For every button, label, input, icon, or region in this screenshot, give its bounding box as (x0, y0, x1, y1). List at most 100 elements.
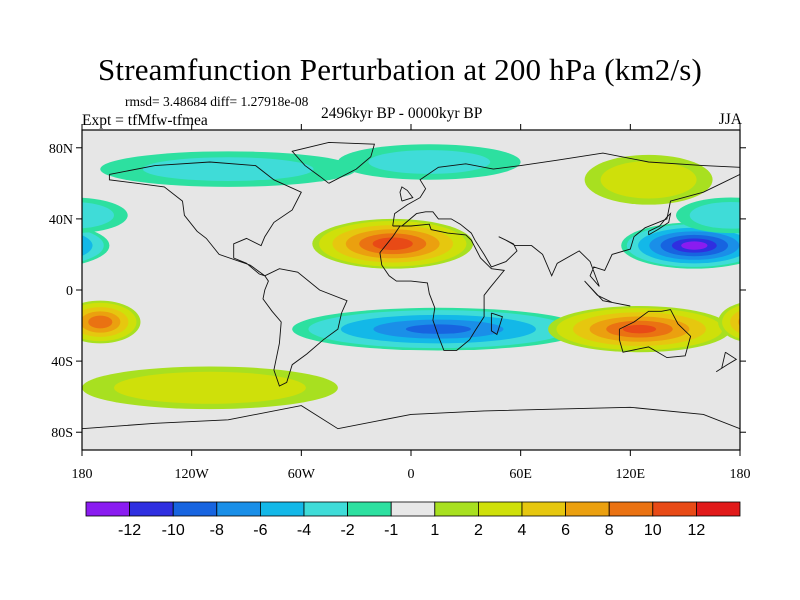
contour-band (82, 235, 93, 256)
contour-band (142, 157, 314, 181)
x-tick-label: 60W (288, 467, 316, 482)
coastline-eurasia (392, 152, 740, 287)
contour-band (3, 235, 70, 256)
contour-band (622, 324, 657, 334)
contour-field (0, 144, 800, 410)
coastline-africa (379, 223, 506, 351)
contour-band (0, 308, 65, 350)
time-period-label: 2496kyr BP - 0000kyr BP (321, 105, 483, 122)
contour-band (82, 202, 114, 229)
colorbar-swatch (172, 501, 218, 517)
x-tick-label: 60E (509, 467, 532, 482)
contour-band (82, 229, 104, 262)
contour-band (0, 231, 81, 259)
contour-band (0, 321, 15, 338)
colorbar-swatch (434, 501, 479, 517)
colorbar-label: 1 (430, 522, 439, 539)
x-tick-label: 120E (616, 467, 646, 482)
x-tick-label: 180 (730, 467, 751, 482)
colorbar-label: 12 (688, 522, 706, 539)
colorbar-swatch (216, 501, 261, 517)
coastline-indonesia (584, 280, 631, 307)
colorbar-label: -1 (384, 522, 398, 539)
colorbar-swatch (652, 501, 697, 517)
colorbar-swatch (259, 501, 305, 517)
colorbar-swatch (129, 501, 174, 517)
colorbar-label: -10 (162, 522, 185, 539)
coastline-greenland (291, 141, 375, 184)
colorbar-swatch (390, 501, 436, 517)
feature-arctic-europe-negative (337, 144, 521, 180)
contour-band (740, 366, 800, 409)
y-tick-label: 80S (51, 426, 73, 441)
colorbar: -12 -10 -8 -6 -4 -2 -1 1 2 4 6 8 10 12 (85, 501, 741, 539)
y-tick-label: 40N (49, 213, 73, 228)
experiment-label: Expt = tfMfw-tfmea (82, 112, 208, 129)
coastline-north-america (108, 161, 302, 277)
colorbar-swatch (477, 501, 523, 517)
contour-band (689, 202, 740, 229)
contour-band (681, 241, 708, 250)
feature-north-atlantic-africa-high (312, 218, 474, 269)
feature-south-pacific-high (82, 300, 770, 344)
rmsd-diff-stats: rmsd= 3.48684 diff= 1.27918e-08 (125, 94, 309, 109)
feature-australia-high (0, 306, 731, 353)
colorbar-label: -2 (340, 522, 354, 539)
colorbar-label: 10 (644, 522, 662, 539)
contour-band (23, 241, 49, 249)
feature-southern-ocean-positive (82, 366, 800, 410)
contour-band (0, 317, 31, 342)
colorbar-swatch (85, 501, 130, 517)
colorbar-label: 2 (474, 522, 483, 539)
x-tick-label: 120W (175, 467, 210, 482)
colorbar-swatch (303, 501, 348, 517)
colorbar-label: 4 (518, 522, 527, 539)
contour-band (0, 161, 39, 198)
colorbar-label: 8 (605, 522, 614, 539)
coastline-madagascar (490, 312, 503, 336)
feature-north-pacific-negative (82, 197, 740, 234)
coastline-antarctica-edge (82, 405, 740, 430)
coastline-new-zealand (715, 351, 738, 373)
contour-band (0, 312, 48, 346)
coastline-japan (648, 212, 672, 236)
contour-band (88, 315, 113, 329)
coastline-south-america (262, 268, 348, 387)
contour-band (113, 371, 306, 404)
coastline-australia (618, 309, 692, 359)
x-tick-label: 0 (408, 467, 415, 482)
colorbar-label: -6 (253, 522, 267, 539)
coastlines (82, 141, 740, 430)
contour-band (14, 238, 59, 252)
contour-band (368, 150, 491, 174)
contour-band (730, 310, 740, 334)
season-label: JJA (718, 111, 742, 128)
contour-band (772, 372, 800, 404)
contour-band (405, 324, 471, 334)
colorbar-label: -12 (118, 522, 141, 539)
y-tick-label: 80N (49, 142, 73, 157)
colorbar-swatch (347, 501, 392, 517)
feature-southern-hemisphere-low (292, 307, 585, 351)
y-tick-label: 0 (66, 284, 73, 299)
colorbar-swatch (608, 501, 654, 517)
colorbar-label: -4 (297, 522, 311, 539)
axis-ticks: 180 120W 60W 0 60E 120E 180 80N 40N 0 40S 80S (49, 124, 751, 482)
colorbar-swatch (565, 501, 610, 517)
contour-band (372, 237, 413, 250)
feature-eastern-asia-positive (0, 154, 713, 205)
contour-band (0, 155, 55, 205)
chart-title: Streamfunction Perturbation at 200 hPa (… (97, 52, 703, 87)
y-tick-label: 40S (51, 355, 73, 370)
contour-band (758, 151, 800, 187)
contour-band (746, 316, 770, 329)
contour-band (600, 161, 697, 199)
colorbar-swatch (696, 501, 741, 517)
colorbar-label: -8 (210, 522, 224, 539)
contour-band (738, 317, 740, 327)
x-tick-label: 180 (72, 467, 93, 482)
colorbar-swatch (521, 501, 566, 517)
colorbar-label: 6 (561, 522, 570, 539)
contour-band (0, 306, 73, 352)
